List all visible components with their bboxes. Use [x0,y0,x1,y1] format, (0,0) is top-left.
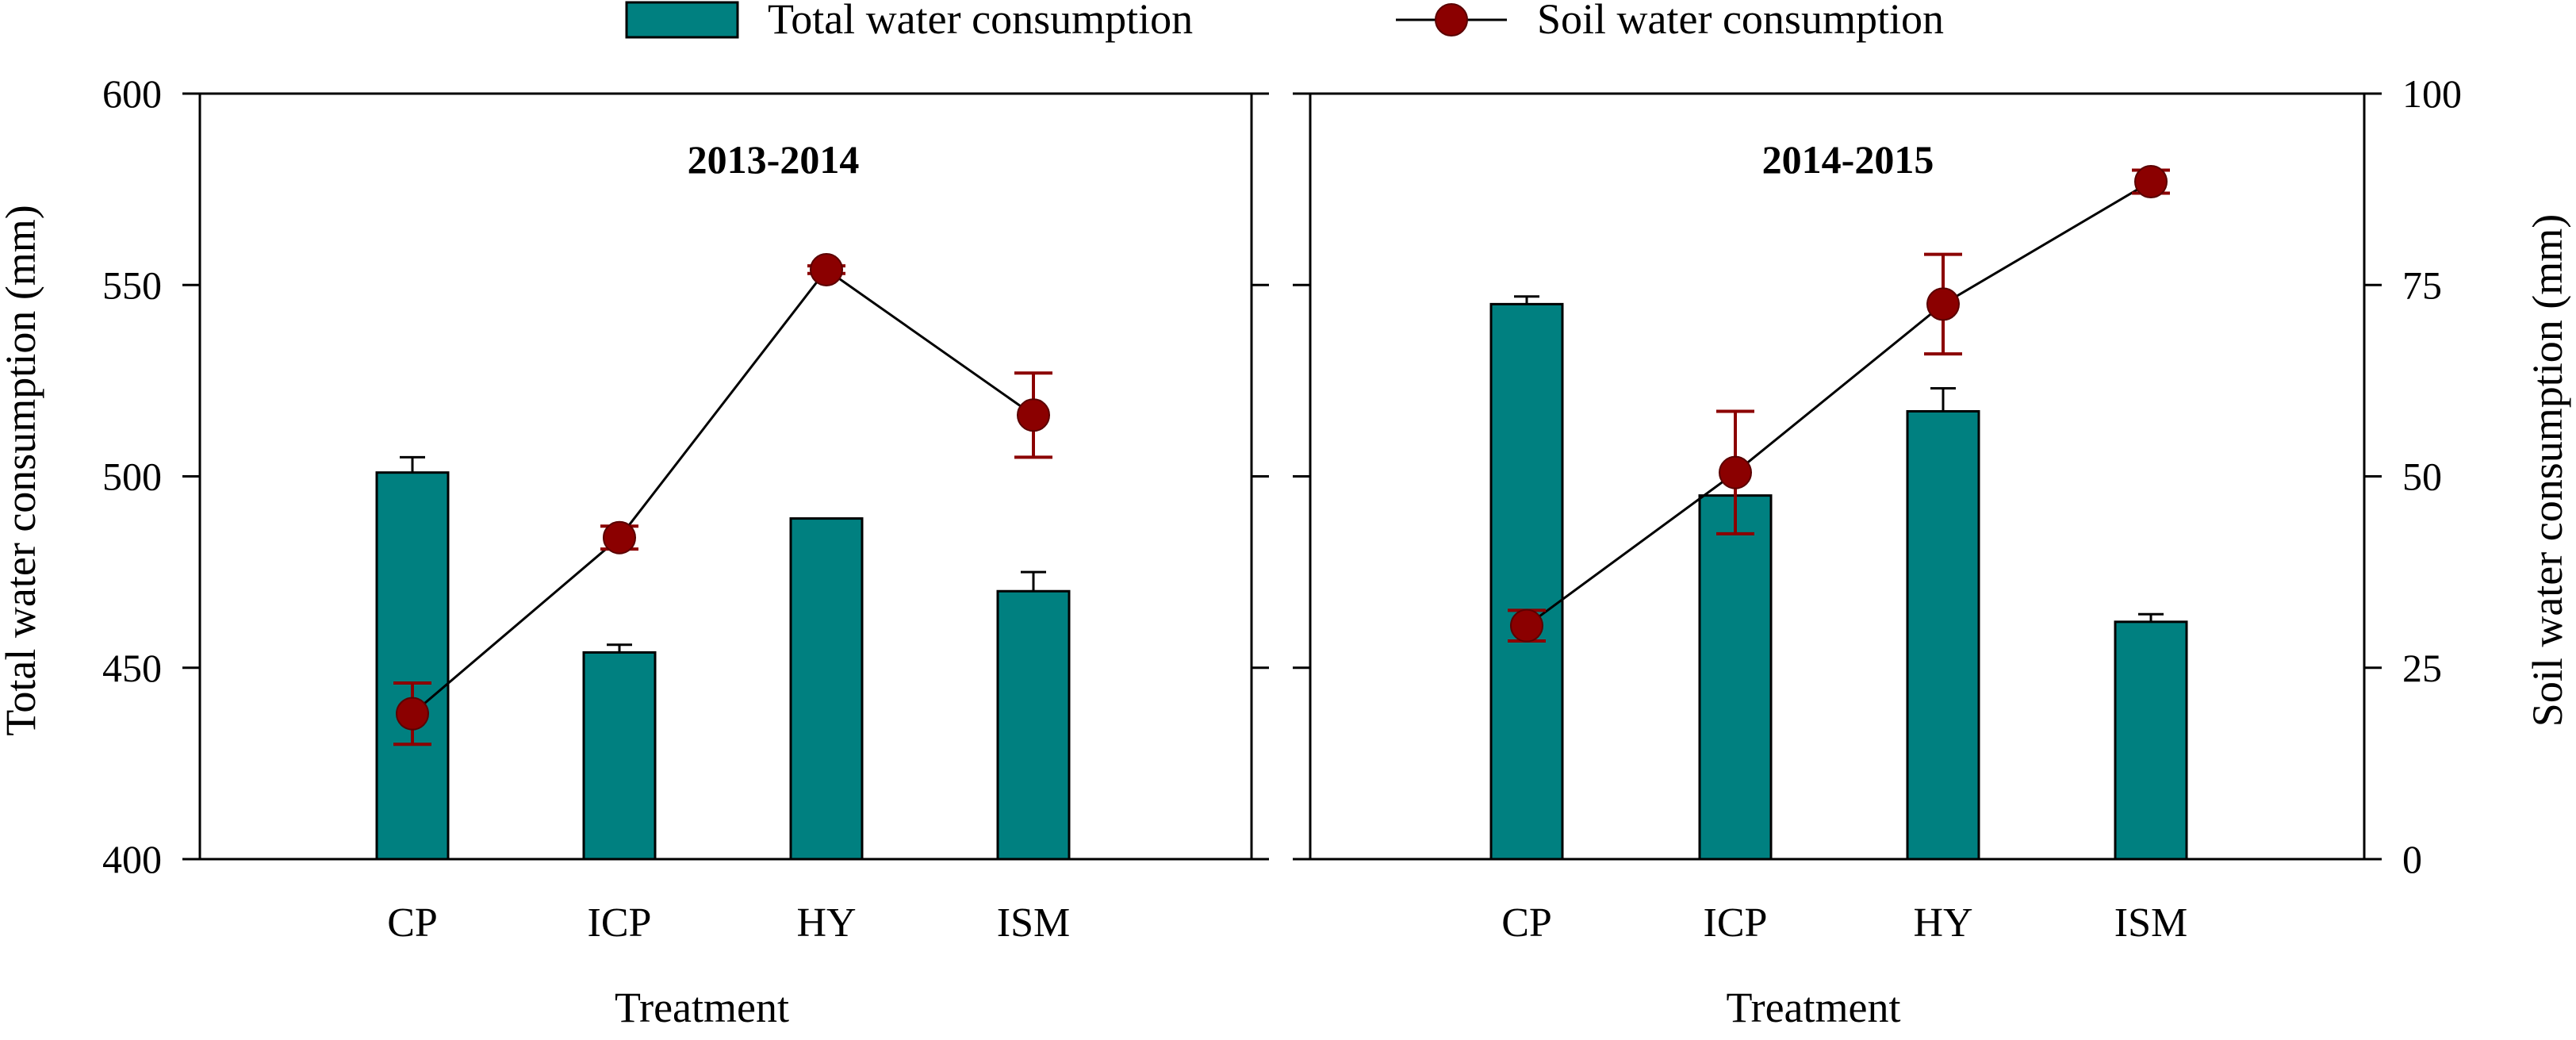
right-tick-label: 75 [2402,263,2442,307]
plot-frame [1309,92,2366,861]
soil-water-point [1017,398,1050,432]
right-axis-title: Soil water consumption (mm) [2524,214,2571,727]
category-label: CP [1501,900,1552,946]
category-label: ISM [997,900,1070,946]
soil-water-point [396,697,429,731]
x-axis-title: Treatment [615,984,789,1031]
left-tick-label: 600 [102,71,162,116]
x-axis-title: Treatment [1727,984,1901,1031]
category-label: ISM [2114,900,2187,946]
soil-water-point [1510,608,1543,643]
left-tick-label: 500 [102,455,162,499]
panel-title: 2014-2015 [1762,137,1934,182]
bar [996,589,1071,861]
soil-water-point [1719,455,1752,489]
right-tick-label: 25 [2402,646,2442,690]
panel-1: 400 450 500 550 600 2013-2014 CP ICP HY ISM Treatm… [102,71,1269,1031]
category-label: HY [1913,900,1972,946]
soil-water-line [412,267,1034,715]
legend-line-label: Soil water consumption [1537,0,1944,43]
bar [1489,302,1564,861]
soil-water-point [2134,164,2168,198]
soil-water-point [1926,287,1960,321]
legend-marker-swatch [1435,3,1468,36]
bar [789,517,864,861]
bar [1906,409,1980,861]
legend-bar-label: Total water consumption [768,0,1193,43]
soil-water-line [1526,180,2152,627]
category-label: CP [387,900,438,946]
right-tick-label: 50 [2402,455,2442,499]
panel-title: 2013-2014 [688,137,860,182]
legend-bar-swatch [625,1,739,39]
soil-water-point [603,520,636,555]
bar [1698,494,1773,861]
right-tick-label: 100 [2402,71,2462,116]
bar [375,471,450,861]
left-tick-label: 550 [102,263,162,307]
soil-water-point [810,252,843,286]
left-axis-title: Total water consumption (mm) [0,205,44,736]
left-tick-label: 400 [102,837,162,881]
plot-frame [198,92,1253,861]
bar [582,650,657,861]
category-label: ICP [588,900,652,946]
left-tick-label: 450 [102,646,162,690]
category-label: ICP [1704,900,1768,946]
right-tick-label: 0 [2402,837,2422,881]
panel-2: 0 25 50 75 100 2014-2015 CP ICP HY ISM Treatment [1293,71,2462,1031]
bar [2114,620,2188,861]
legend: Total water consumption Soil water consu… [625,0,1944,43]
category-label: HY [796,900,856,946]
